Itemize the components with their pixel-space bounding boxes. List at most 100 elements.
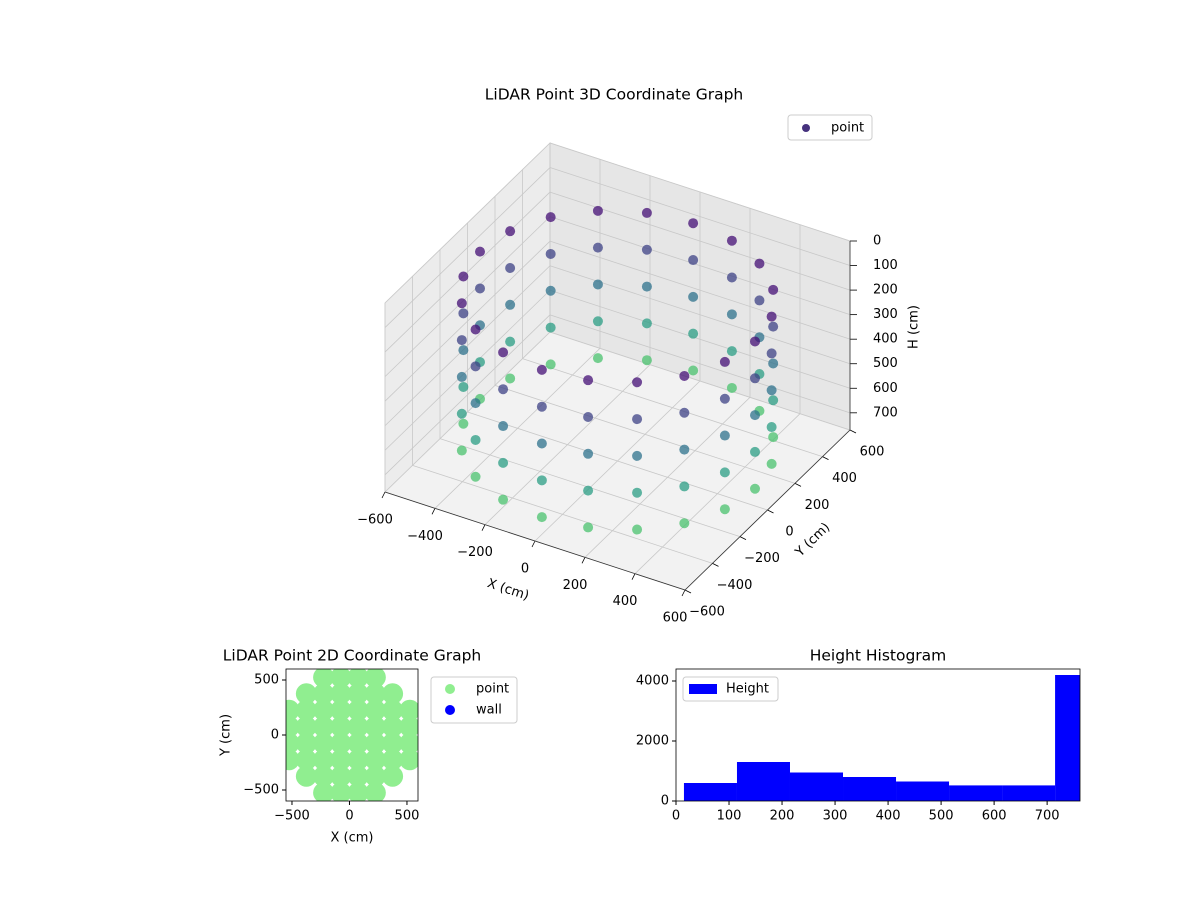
grid-line bbox=[549, 240, 851, 340]
data-point bbox=[536, 364, 547, 375]
grid-line bbox=[549, 167, 851, 266]
tick-mark bbox=[631, 573, 636, 580]
tick-mark bbox=[681, 589, 686, 597]
grid-line bbox=[412, 464, 713, 564]
bar bbox=[683, 783, 737, 801]
data-point bbox=[456, 445, 467, 456]
x-tick-label: −500 bbox=[274, 809, 310, 824]
data-point bbox=[498, 347, 509, 358]
grid-line bbox=[384, 216, 551, 377]
plot-area bbox=[683, 675, 1080, 801]
grid-line bbox=[549, 331, 851, 431]
grid-line bbox=[467, 411, 768, 511]
data-point bbox=[536, 512, 547, 523]
data-point bbox=[470, 361, 481, 372]
data-point bbox=[313, 683, 335, 705]
data-point bbox=[295, 765, 317, 787]
data-point bbox=[295, 683, 317, 705]
y-tick-label: 2000 bbox=[636, 734, 669, 749]
data-point bbox=[313, 699, 335, 721]
data-point bbox=[688, 255, 699, 266]
data-point bbox=[498, 384, 509, 395]
data-point bbox=[382, 716, 404, 738]
legend-box bbox=[682, 676, 779, 702]
x-axis-line bbox=[384, 491, 686, 591]
data-point bbox=[382, 699, 404, 721]
data-point bbox=[505, 226, 516, 237]
data-point bbox=[583, 375, 594, 386]
axes-frame bbox=[675, 668, 1081, 802]
data-point bbox=[505, 262, 516, 273]
data-point bbox=[766, 458, 777, 469]
legend-marker bbox=[445, 705, 455, 715]
data-point bbox=[583, 485, 594, 496]
data-point bbox=[592, 316, 603, 327]
data-point bbox=[536, 438, 547, 449]
x-tick-label: −200 bbox=[457, 545, 493, 560]
z-axis-label: H (cm) bbox=[907, 305, 922, 349]
data-point bbox=[330, 749, 352, 771]
y-tick-label: 400 bbox=[832, 471, 857, 486]
data-point bbox=[313, 732, 335, 754]
data-point bbox=[364, 669, 386, 688]
legend-label: wall bbox=[476, 703, 502, 718]
data-point bbox=[347, 749, 369, 771]
data-point bbox=[498, 494, 509, 505]
data-point bbox=[347, 765, 369, 787]
data-point bbox=[458, 271, 469, 282]
data-point bbox=[505, 299, 516, 310]
data-point bbox=[364, 765, 386, 787]
x-axis-label: X (cm) bbox=[331, 831, 374, 846]
data-point bbox=[583, 522, 594, 533]
tick-mark bbox=[381, 491, 386, 499]
data-point bbox=[632, 450, 643, 461]
tick-mark bbox=[712, 562, 719, 567]
data-point bbox=[364, 716, 386, 738]
y-axis-line bbox=[684, 429, 851, 591]
x-tick-label: 700 bbox=[1035, 809, 1060, 824]
data-point bbox=[364, 683, 386, 705]
x-tick-label: 600 bbox=[663, 611, 688, 626]
data-point bbox=[458, 345, 469, 356]
data-point bbox=[505, 336, 516, 347]
data-point bbox=[286, 716, 300, 738]
chart-hist: Height Histogram 0 100 200 300 400 500 600 700 0 2… bbox=[636, 647, 1081, 824]
data-point bbox=[719, 467, 730, 478]
legend-label: point bbox=[476, 682, 509, 697]
tick-mark bbox=[822, 456, 829, 461]
chart-3d: LiDAR Point 3D Coordinate Graph−600−400−… bbox=[357, 86, 921, 626]
z-tick-label: 200 bbox=[873, 283, 898, 298]
data-point bbox=[456, 408, 467, 419]
data-point bbox=[641, 355, 652, 366]
z-tick-label: 500 bbox=[873, 356, 898, 371]
grid-line bbox=[549, 289, 851, 389]
data-point bbox=[295, 732, 317, 754]
x-tick-label: 200 bbox=[770, 809, 795, 824]
data-point bbox=[750, 373, 760, 384]
data-point bbox=[641, 318, 652, 329]
data-point bbox=[295, 749, 317, 771]
data-point bbox=[330, 683, 352, 705]
data-point bbox=[364, 732, 386, 754]
data-point bbox=[458, 308, 469, 319]
x-tick-label: 300 bbox=[823, 809, 848, 824]
data-point bbox=[632, 487, 643, 498]
legend-box bbox=[787, 114, 873, 141]
data-point bbox=[726, 235, 737, 246]
chart-title: LiDAR Point 2D Coordinate Graph bbox=[223, 647, 481, 665]
data-point bbox=[330, 716, 352, 738]
legend-marker bbox=[445, 684, 455, 694]
data-point bbox=[545, 248, 556, 259]
data-point bbox=[632, 524, 643, 535]
data-point bbox=[719, 430, 730, 441]
data-point bbox=[768, 358, 779, 369]
data-point bbox=[768, 284, 779, 295]
data-point bbox=[726, 346, 737, 357]
bar bbox=[736, 762, 790, 801]
chart-title: Height Histogram bbox=[810, 647, 947, 665]
data-point bbox=[313, 765, 335, 787]
data-point bbox=[688, 291, 699, 302]
data-point bbox=[330, 782, 352, 801]
bar bbox=[843, 777, 897, 801]
data-point bbox=[719, 504, 730, 515]
